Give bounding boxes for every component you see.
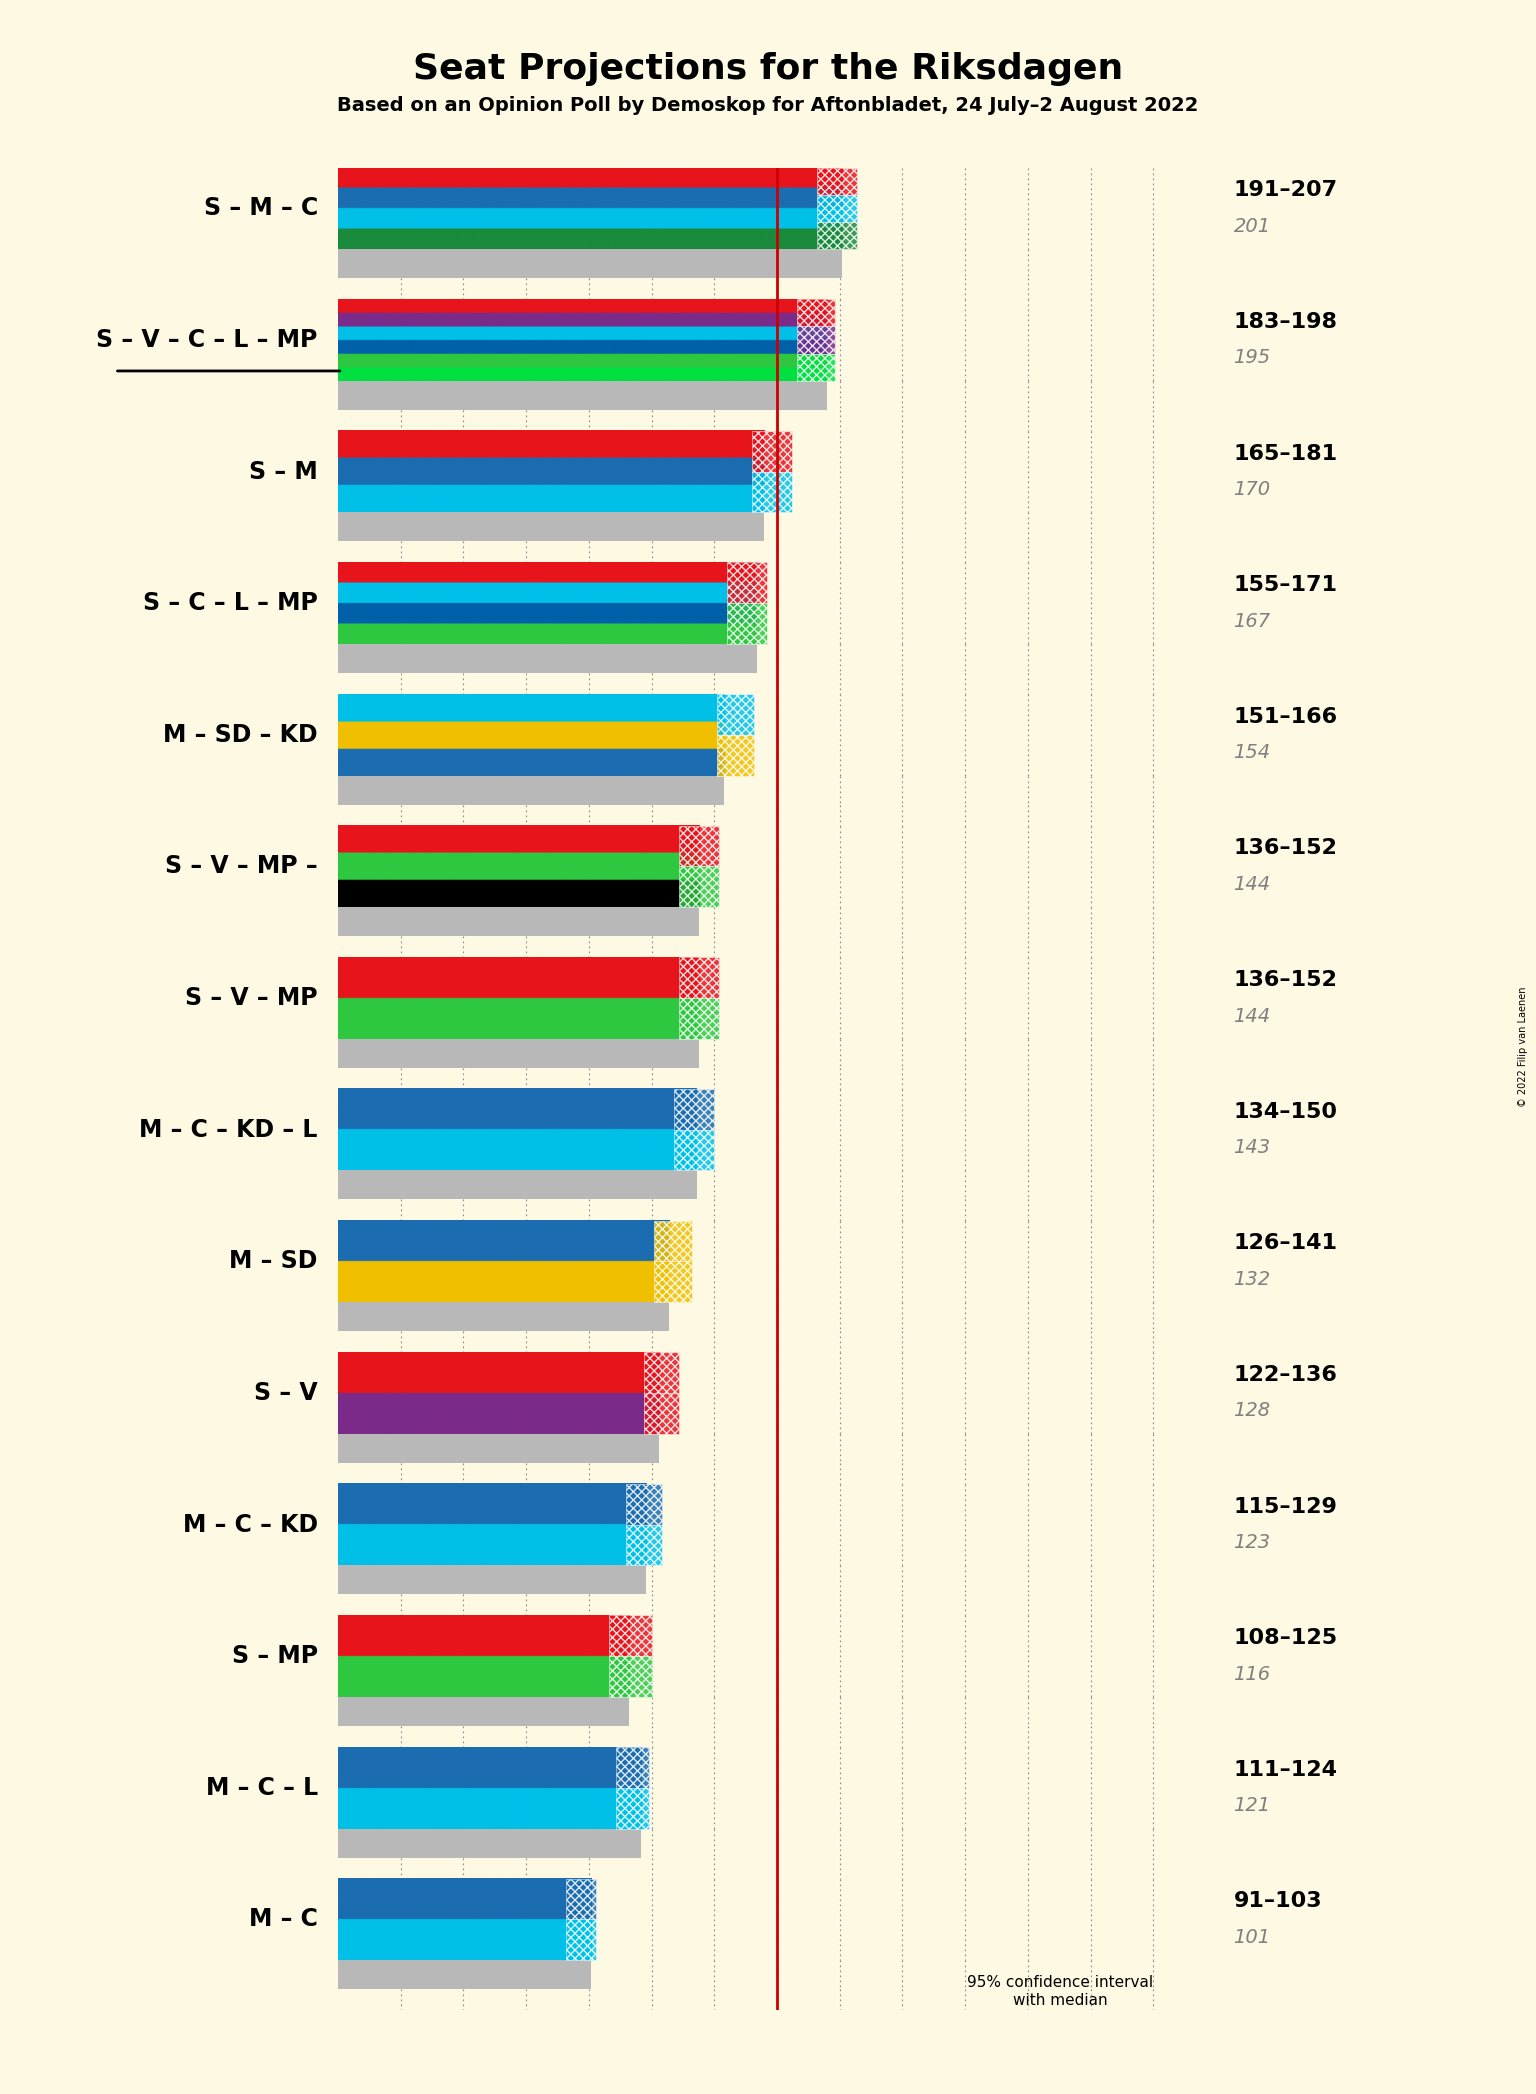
Text: 91–103: 91–103	[1233, 1891, 1322, 1912]
Text: 170: 170	[1233, 480, 1270, 498]
Text: M – SD – KD: M – SD – KD	[163, 722, 318, 748]
Text: 95% confidence interval
with median: 95% confidence interval with median	[968, 1975, 1154, 2008]
Bar	[751, 431, 793, 471]
Bar	[717, 735, 754, 775]
Text: 126–141: 126–141	[1233, 1233, 1338, 1254]
Text: 201: 201	[1233, 218, 1270, 237]
Bar	[817, 222, 857, 249]
Bar	[338, 775, 725, 804]
Text: 108–125: 108–125	[1233, 1629, 1338, 1648]
Text: Seat Projections for the Riksdagen: Seat Projections for the Riksdagen	[413, 52, 1123, 86]
Text: 144: 144	[1233, 1007, 1270, 1026]
Bar	[644, 1353, 679, 1393]
Bar	[567, 1920, 596, 1960]
Bar	[338, 907, 699, 936]
Bar	[338, 249, 842, 279]
Text: S – V – MP –: S – V – MP –	[166, 854, 318, 879]
Text: S – V – C – L – MP: S – V – C – L – MP	[97, 329, 318, 352]
Bar	[797, 354, 834, 381]
Text: 115–129: 115–129	[1233, 1497, 1338, 1516]
Bar	[338, 381, 826, 410]
Bar	[338, 1696, 628, 1725]
Text: 116: 116	[1233, 1665, 1270, 1684]
Bar	[616, 1788, 650, 1828]
Bar	[608, 1614, 651, 1656]
Text: 134–150: 134–150	[1233, 1101, 1338, 1122]
Bar	[616, 1746, 650, 1788]
Bar	[727, 603, 766, 645]
Bar	[654, 1221, 691, 1261]
Text: © 2022 Filip van Laenen: © 2022 Filip van Laenen	[1518, 986, 1528, 1108]
Bar	[679, 999, 719, 1039]
Text: 144: 144	[1233, 875, 1270, 894]
Text: S – V – MP: S – V – MP	[186, 986, 318, 1009]
Bar	[338, 1828, 642, 1857]
Bar	[751, 471, 793, 513]
Text: M – C – L: M – C – L	[206, 1776, 318, 1801]
Bar	[674, 1089, 714, 1129]
Text: M – C – KD – L: M – C – KD – L	[140, 1118, 318, 1141]
Text: M – SD: M – SD	[229, 1250, 318, 1273]
Text: 191–207: 191–207	[1233, 180, 1338, 201]
Text: 167: 167	[1233, 611, 1270, 630]
Bar	[654, 1261, 691, 1302]
Text: Based on an Opinion Poll by Demoskop for Aftonbladet, 24 July–2 August 2022: Based on an Opinion Poll by Demoskop for…	[338, 96, 1198, 115]
Text: 143: 143	[1233, 1139, 1270, 1158]
Text: S – M: S – M	[249, 459, 318, 484]
Text: 136–152: 136–152	[1233, 838, 1338, 859]
Text: 183–198: 183–198	[1233, 312, 1338, 333]
Text: 128: 128	[1233, 1401, 1270, 1420]
Text: 101: 101	[1233, 1929, 1270, 1947]
Text: 155–171: 155–171	[1233, 576, 1338, 595]
Text: 195: 195	[1233, 348, 1270, 366]
Text: 151–166: 151–166	[1233, 708, 1338, 727]
Bar	[338, 645, 757, 672]
Bar	[727, 563, 766, 603]
Bar	[608, 1656, 651, 1696]
Text: S – M – C: S – M – C	[204, 197, 318, 220]
Text: 122–136: 122–136	[1233, 1365, 1338, 1384]
Text: 121: 121	[1233, 1797, 1270, 1815]
Bar	[925, 2023, 1055, 2077]
Bar	[338, 1302, 670, 1332]
Text: S – C – L – MP: S – C – L – MP	[143, 591, 318, 616]
Bar	[627, 1524, 662, 1566]
Text: 154: 154	[1233, 743, 1270, 762]
Bar	[679, 867, 719, 907]
Text: S – V: S – V	[255, 1380, 318, 1405]
Text: S – MP: S – MP	[232, 1644, 318, 1669]
Bar	[925, 2077, 1035, 2094]
Bar	[679, 825, 719, 867]
Bar	[817, 195, 857, 222]
Bar	[717, 693, 754, 735]
Text: M – C: M – C	[249, 1908, 318, 1931]
Text: M – C – KD: M – C – KD	[183, 1512, 318, 1537]
Text: 165–181: 165–181	[1233, 444, 1338, 463]
Bar	[817, 168, 857, 195]
Bar	[338, 1434, 659, 1464]
Bar	[338, 1566, 647, 1594]
Text: 123: 123	[1233, 1533, 1270, 1552]
Bar	[567, 1878, 596, 1920]
Bar	[1055, 2023, 1197, 2077]
Text: 136–152: 136–152	[1233, 970, 1338, 990]
Text: 132: 132	[1233, 1269, 1270, 1288]
Bar	[797, 299, 834, 327]
Bar	[338, 1171, 697, 1200]
Text: 111–124: 111–124	[1233, 1759, 1338, 1780]
Bar	[338, 1960, 591, 1989]
Bar	[644, 1393, 679, 1434]
Bar	[338, 1039, 699, 1068]
Bar	[627, 1485, 662, 1524]
Bar	[797, 327, 834, 354]
Bar	[338, 513, 765, 542]
Bar	[674, 1129, 714, 1171]
Bar	[679, 957, 719, 999]
